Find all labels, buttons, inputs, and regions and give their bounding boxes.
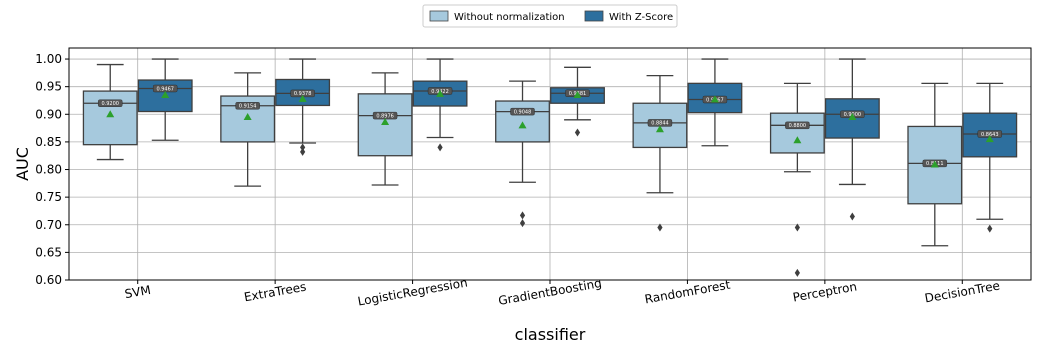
- legend-label-without-normalization: Without normalization: [454, 12, 565, 23]
- mean-marker: [298, 94, 307, 102]
- y-tick-label: 1.00: [35, 52, 62, 66]
- box-group: 0.9381: [550, 66, 605, 137]
- outlier-point: [519, 211, 526, 220]
- outlier-point: [519, 219, 526, 228]
- mean-marker: [436, 89, 445, 97]
- box-group: 0.9000: [824, 58, 880, 221]
- median-label: 0.8800: [789, 123, 807, 129]
- mean-marker: [106, 110, 115, 118]
- x-axis-title: classifier: [515, 325, 586, 344]
- outlier-point: [794, 223, 800, 232]
- outlier-point: [437, 143, 443, 152]
- median-label: 0.9048: [514, 109, 532, 115]
- y-tick-label: 0.70: [35, 218, 62, 232]
- mean-marker: [573, 90, 582, 98]
- outlier-point: [300, 143, 306, 152]
- box-group: 0.9200: [82, 63, 138, 161]
- mean-marker: [243, 113, 252, 121]
- median-label: 0.9378: [294, 91, 312, 97]
- y-tick-label: 0.75: [35, 190, 62, 204]
- outlier-point: [657, 223, 663, 232]
- y-tick-label: 0.60: [35, 273, 62, 287]
- y-tick-label: 0.95: [35, 80, 62, 94]
- box-series: 0.9200 0.9467 0.9154 0.9378 0.8976 0.9422 0.90…: [82, 58, 1018, 277]
- y-tick-label: 0.85: [35, 135, 62, 149]
- mean-marker: [793, 136, 802, 144]
- grid-lines: [69, 48, 1031, 281]
- mean-marker: [848, 113, 857, 121]
- median-label-bg: [510, 107, 535, 116]
- box-group: 0.9267: [687, 58, 743, 147]
- box-group: 0.9048: [495, 80, 550, 228]
- box-group: 0.9422: [412, 58, 468, 152]
- median-label-bg: [98, 99, 123, 107]
- box-group: 0.9154: [220, 72, 276, 187]
- box-group: 0.8976: [357, 72, 413, 186]
- outlier-point: [300, 147, 306, 156]
- median-label-bg: [785, 121, 810, 130]
- mean-marker: [518, 121, 527, 129]
- mean-marker: [381, 118, 390, 126]
- mean-marker: [655, 125, 664, 133]
- legend: Without normalization With Z-Score: [422, 4, 678, 28]
- y-tick-label: 0.80: [35, 163, 62, 177]
- y-tick-label: 0.90: [35, 107, 62, 121]
- mean-marker: [985, 135, 994, 143]
- legend-swatch-without-normalization: [429, 10, 449, 22]
- y-axis-title: AUC: [13, 147, 32, 181]
- median-label: 0.9467: [156, 86, 174, 92]
- outlier-point: [794, 268, 800, 277]
- median-label-bg: [235, 102, 260, 110]
- legend-swatch-with-zscore: [584, 10, 604, 22]
- median-label: 0.9200: [101, 101, 119, 107]
- outlier-point: [987, 224, 993, 233]
- box-group: 0.9467: [137, 58, 193, 141]
- outlier-point: [574, 128, 581, 137]
- median-label: 0.8844: [651, 121, 669, 127]
- y-tick-label: 0.65: [35, 245, 62, 259]
- legend-frame: [422, 4, 678, 28]
- box-group: 0.8111: [907, 82, 963, 247]
- iqr-box: [82, 90, 138, 146]
- box-group: 0.8844: [632, 74, 688, 232]
- median-label: 0.9154: [239, 104, 257, 110]
- iqr-box: [769, 112, 825, 154]
- outlier-point: [849, 212, 855, 221]
- median-label: 0.8976: [376, 113, 394, 119]
- legend-label-with-zscore: With Z-Score: [609, 12, 673, 23]
- mean-marker: [161, 90, 170, 98]
- mean-marker: [930, 160, 939, 168]
- box-group: 0.8800: [769, 82, 825, 277]
- box-group: 0.9378: [275, 58, 331, 156]
- median-label: 0.8643: [981, 132, 999, 138]
- mean-marker: [710, 95, 719, 103]
- x-tick-label: SVM: [124, 283, 152, 301]
- box-group: 0.8643: [962, 82, 1018, 233]
